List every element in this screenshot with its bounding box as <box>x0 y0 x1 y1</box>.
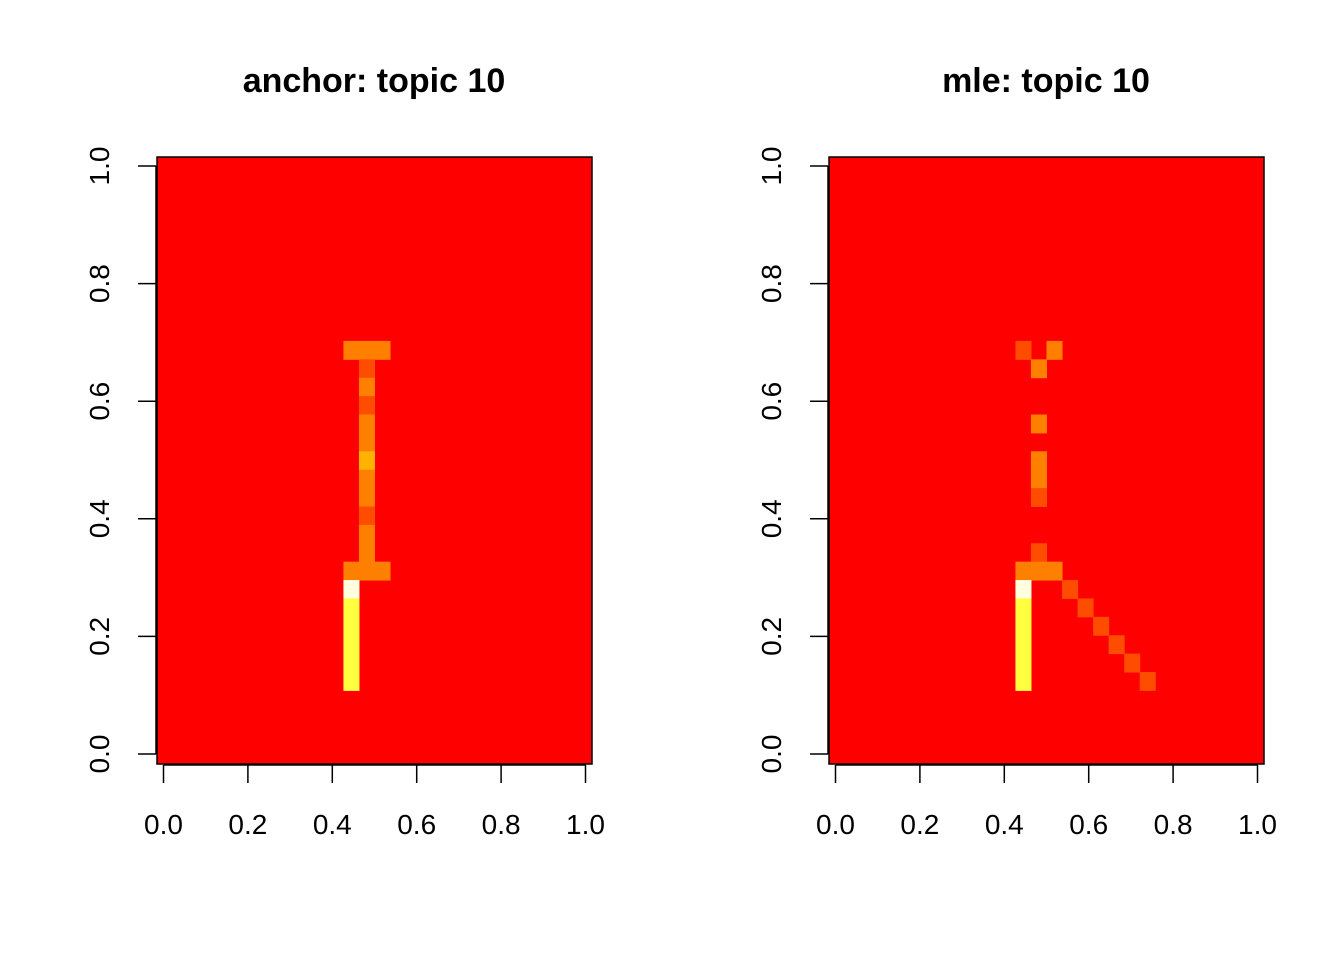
heatmap-cell <box>358 340 375 360</box>
heatmap-cell <box>343 653 360 673</box>
heatmap-cell <box>1015 598 1032 618</box>
y-tick-label: 0.8 <box>756 264 787 303</box>
y-tick-label: 0.4 <box>756 499 787 538</box>
heatmap-cell <box>358 524 375 544</box>
y-tick-label: 0.0 <box>756 735 787 774</box>
heatmap-cell <box>358 377 375 397</box>
heatmap-cell <box>1093 616 1110 636</box>
heatmap-cell <box>1108 635 1125 655</box>
heatmap-cell <box>1015 616 1032 636</box>
heatmap-cell <box>374 561 391 581</box>
heatmap-cell <box>343 616 360 636</box>
x-tick-label: 0.8 <box>482 809 521 840</box>
heatmap-cell <box>343 672 360 691</box>
heatmap-cells <box>829 157 1264 764</box>
x-tick-label: 0.4 <box>313 809 352 840</box>
heatmap-cell <box>1124 653 1141 673</box>
heatmap-cells <box>157 157 592 764</box>
heatmap-cell <box>343 340 360 360</box>
panel-anchor: anchor: topic 10 0.0 0.2 0.4 0.6 0.8 1.0 0.00… <box>84 62 605 840</box>
heatmap-cell <box>358 432 375 452</box>
heatmap-cell <box>343 580 360 599</box>
heatmap-cell <box>1062 580 1079 599</box>
y-tick-label: 0.0 <box>84 735 115 774</box>
heatmap-cell <box>1015 672 1032 691</box>
y-axis: 0.0 0.2 0.4 0.6 0.8 1.0 <box>84 147 157 774</box>
y-tick-label: 1.0 <box>756 147 787 186</box>
x-tick-label: 0.2 <box>900 809 939 840</box>
y-tick-label: 0.8 <box>84 264 115 303</box>
y-tick-label: 0.4 <box>84 499 115 538</box>
heatmap-cell <box>1030 543 1047 563</box>
heatmap-cell <box>1015 653 1032 673</box>
x-tick-label: 0.6 <box>1069 809 1108 840</box>
heatmap-cell <box>1139 672 1156 691</box>
heatmap-cell <box>1046 561 1063 581</box>
heatmap-cell <box>358 469 375 489</box>
y-tick-label: 0.6 <box>756 382 787 421</box>
heatmap-cell <box>358 488 375 507</box>
x-tick-label: 0.4 <box>985 809 1024 840</box>
heatmap-cell <box>358 359 375 379</box>
heatmap-cell <box>358 543 375 563</box>
y-tick-label: 0.6 <box>84 382 115 421</box>
plot-frame <box>828 156 1265 765</box>
heatmap-cell <box>1046 340 1063 360</box>
heatmap-cell <box>1030 488 1047 507</box>
x-tick-label: 0.6 <box>397 809 436 840</box>
x-tick-label: 0.2 <box>228 809 267 840</box>
x-axis: 0.0 0.2 0.4 0.6 0.8 1.0 <box>144 764 605 840</box>
y-tick-label: 0.2 <box>84 617 115 656</box>
y-tick-label: 0.2 <box>756 617 787 656</box>
heatmap-cell <box>374 340 391 360</box>
heatmap-cell <box>358 414 375 434</box>
heatmap-cell <box>1030 359 1047 379</box>
heatmap-cell <box>1015 635 1032 655</box>
heatmap-cell <box>1030 414 1047 434</box>
x-tick-label: 0.0 <box>144 809 183 840</box>
heatmap-cell <box>343 561 360 581</box>
chart-title: anchor: topic 10 <box>243 62 506 100</box>
heatmap-cell <box>358 561 375 581</box>
x-tick-label: 0.8 <box>1154 809 1193 840</box>
heatmap-cell <box>1030 561 1047 581</box>
heatmap-cell <box>1015 561 1032 581</box>
chart-title: mle: topic 10 <box>942 62 1150 100</box>
x-tick-label: 1.0 <box>1238 809 1277 840</box>
heatmap-cell <box>1015 340 1032 360</box>
heatmap-cell <box>358 506 375 526</box>
heatmap-cell <box>343 598 360 618</box>
heatmap-cell <box>358 396 375 416</box>
heatmap-cell <box>1030 469 1047 489</box>
y-tick-label: 1.0 <box>84 147 115 186</box>
x-tick-label: 0.0 <box>816 809 855 840</box>
panel-mle: mle: topic 10 0.0 0.2 0.4 0.6 0.8 1.0 0.00.20… <box>756 62 1277 840</box>
heatmap-cell <box>343 635 360 655</box>
x-axis: 0.0 0.2 0.4 0.6 0.8 1.0 <box>816 764 1277 840</box>
plot-frame <box>156 156 593 765</box>
heatmap-cell <box>358 451 375 471</box>
heatmap-cell <box>1077 598 1094 618</box>
y-axis: 0.0 0.2 0.4 0.6 0.8 1.0 <box>756 147 829 774</box>
heatmap-cell <box>1030 451 1047 471</box>
heatmap-cell <box>1015 580 1032 599</box>
x-tick-label: 1.0 <box>566 809 605 840</box>
